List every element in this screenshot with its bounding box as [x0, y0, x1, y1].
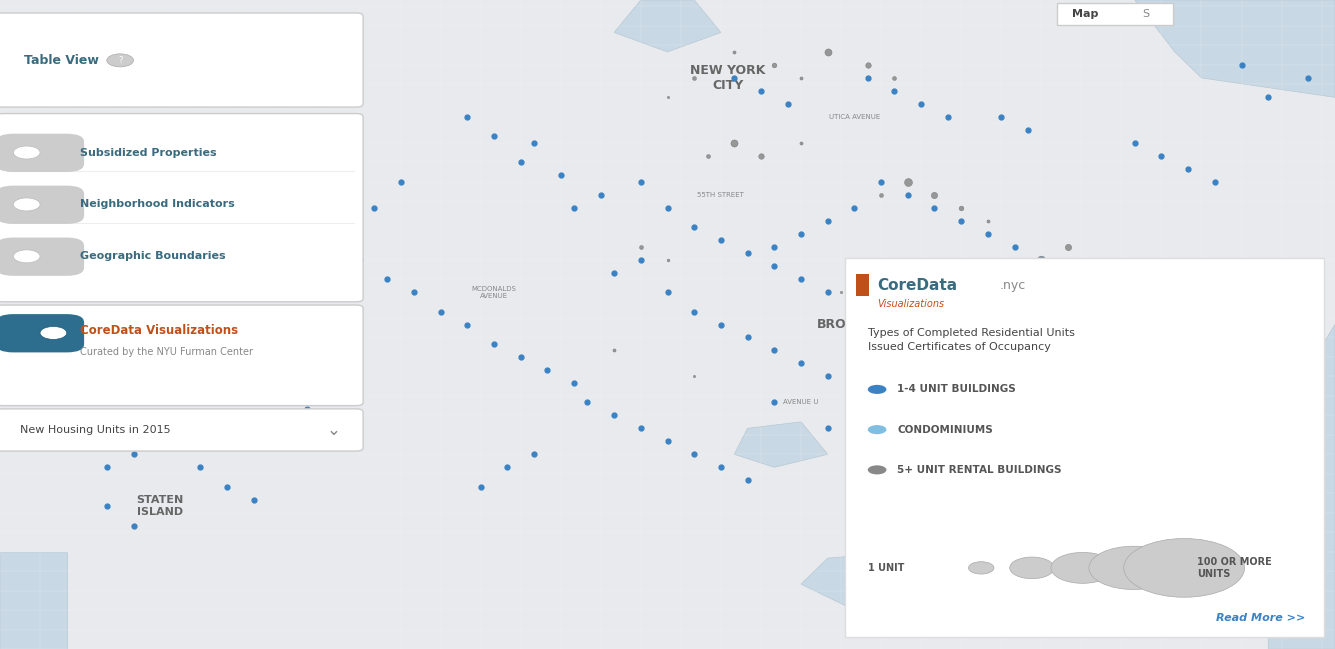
Polygon shape: [1268, 324, 1335, 649]
FancyBboxPatch shape: [0, 134, 84, 172]
FancyBboxPatch shape: [0, 238, 84, 276]
FancyBboxPatch shape: [856, 274, 869, 296]
Circle shape: [1089, 546, 1177, 589]
FancyBboxPatch shape: [0, 186, 84, 224]
Text: CONDOMINIUMS: CONDOMINIUMS: [897, 424, 993, 435]
Circle shape: [40, 326, 67, 339]
Text: 100 OR MORE
UNITS: 100 OR MORE UNITS: [1197, 557, 1272, 579]
Text: .nyc: .nyc: [1000, 279, 1027, 292]
Circle shape: [107, 54, 134, 67]
Text: Map: Map: [1072, 8, 1099, 19]
Text: Read More >>: Read More >>: [1216, 613, 1306, 623]
Polygon shape: [734, 422, 828, 467]
Text: S: S: [1141, 8, 1149, 19]
Circle shape: [1009, 557, 1055, 579]
Text: Table View: Table View: [24, 54, 99, 67]
FancyBboxPatch shape: [1057, 3, 1173, 25]
FancyBboxPatch shape: [0, 13, 363, 107]
Circle shape: [868, 385, 886, 394]
Polygon shape: [1135, 0, 1335, 97]
Text: BLOOMFIELD: BLOOMFIELD: [200, 339, 254, 349]
Text: UTICA AVENUE: UTICA AVENUE: [829, 114, 880, 120]
FancyBboxPatch shape: [0, 305, 363, 406]
Circle shape: [13, 198, 40, 211]
Polygon shape: [0, 552, 67, 649]
Text: NEW YORK
CITY: NEW YORK CITY: [690, 64, 765, 92]
Text: Types of Completed Residential Units
Issued Certificates of Occupancy: Types of Completed Residential Units Iss…: [868, 328, 1075, 352]
Text: STATEN
ISLAND: STATEN ISLAND: [136, 495, 184, 517]
Text: 1 UNIT: 1 UNIT: [868, 563, 904, 573]
Text: CoreData Visualizations: CoreData Visualizations: [80, 324, 238, 337]
FancyBboxPatch shape: [0, 114, 363, 302]
Text: Visualizations: Visualizations: [877, 299, 944, 309]
Circle shape: [868, 425, 886, 434]
Text: ?: ?: [117, 56, 123, 65]
Text: CoreData: CoreData: [877, 278, 957, 293]
Circle shape: [13, 146, 40, 159]
Text: Curated by the NYU Furman Center: Curated by the NYU Furman Center: [80, 347, 254, 357]
Text: AVENUE U: AVENUE U: [784, 399, 818, 406]
Text: RICHMOND TERRACE: RICHMOND TERRACE: [138, 269, 210, 276]
Circle shape: [13, 250, 40, 263]
Circle shape: [1124, 539, 1244, 597]
Text: Freshkills Park: Freshkills Park: [129, 372, 191, 381]
FancyBboxPatch shape: [0, 409, 363, 451]
Polygon shape: [614, 0, 721, 52]
Text: 1-4 UNIT BUILDINGS: 1-4 UNIT BUILDINGS: [897, 384, 1016, 395]
Text: 55TH STREET: 55TH STREET: [697, 191, 745, 198]
FancyBboxPatch shape: [845, 258, 1324, 637]
Polygon shape: [801, 552, 934, 617]
Text: Neighborhood Indicators: Neighborhood Indicators: [80, 199, 235, 210]
Text: Subsidized Properties: Subsidized Properties: [80, 147, 216, 158]
Text: New Housing Units in 2015: New Housing Units in 2015: [20, 424, 171, 435]
Text: Geographic Boundaries: Geographic Boundaries: [80, 251, 226, 262]
FancyBboxPatch shape: [0, 314, 84, 352]
Circle shape: [868, 465, 886, 474]
Text: BROOKLYN: BROOKLYN: [817, 318, 892, 331]
Text: MCDONALDS
AVENUE: MCDONALDS AVENUE: [471, 286, 517, 299]
Text: ⌄: ⌄: [327, 421, 340, 439]
Circle shape: [968, 561, 995, 574]
Text: 5+ UNIT RENTAL BUILDINGS: 5+ UNIT RENTAL BUILDINGS: [897, 465, 1061, 475]
Circle shape: [1051, 552, 1115, 583]
